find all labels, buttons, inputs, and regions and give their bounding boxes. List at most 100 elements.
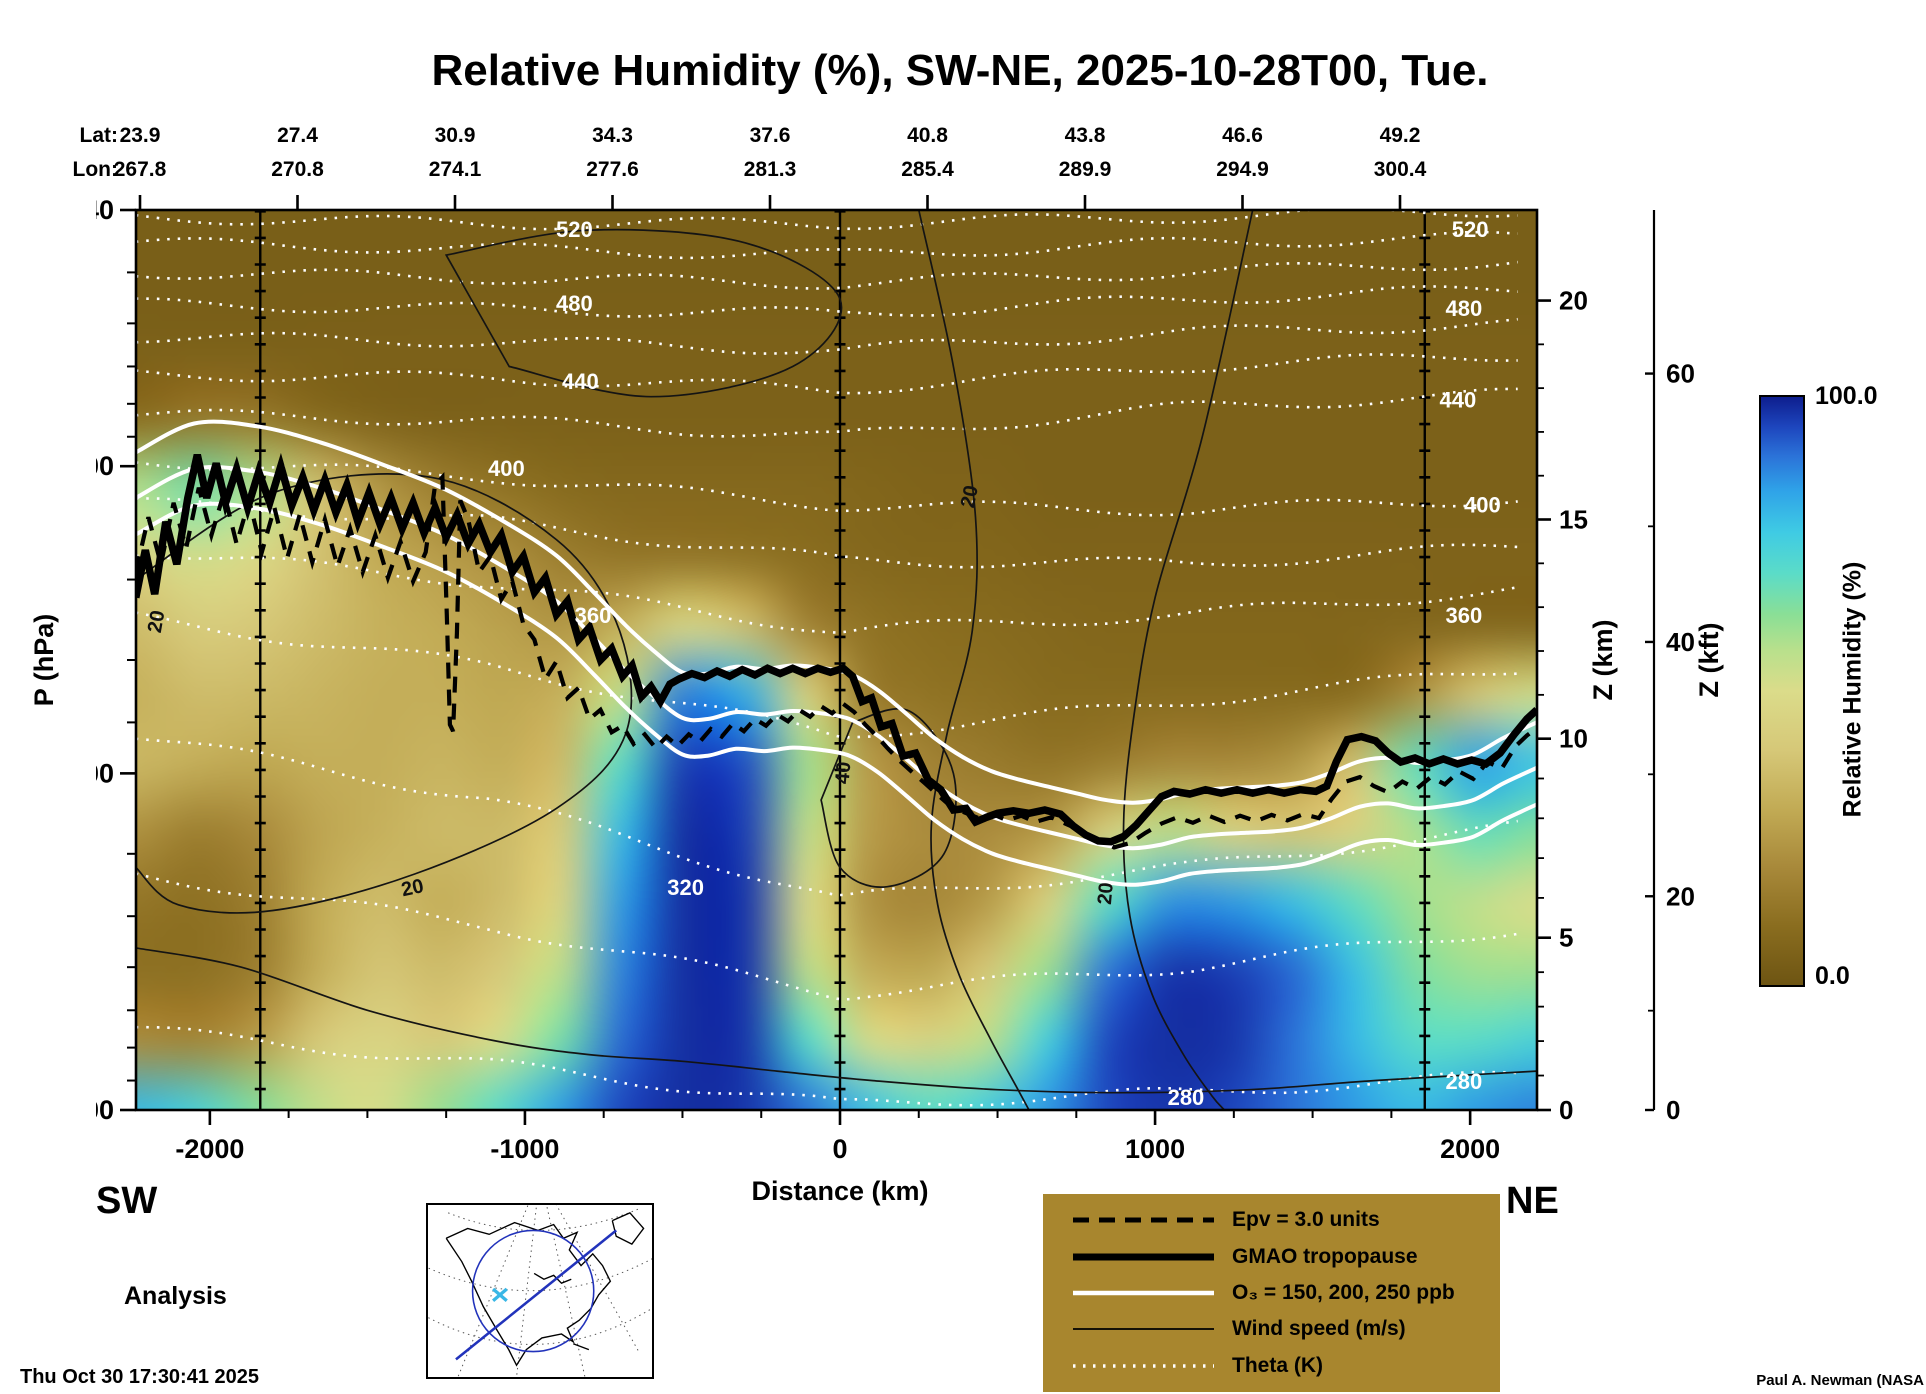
lon-value: 274.1: [428, 158, 482, 181]
theta-contour-label: 520: [1452, 217, 1489, 242]
plot-contours: 520 480 440 400 360 320 280 520 480 440 400 360 280 2…: [136, 210, 1537, 1110]
analysis-label: Analysis: [124, 1282, 227, 1310]
lon-axis-label: Lon:: [72, 158, 118, 181]
map-cross-section-line: [455, 1229, 618, 1361]
lon-value: 294.9: [1216, 158, 1269, 181]
colorbar-title: Relative Humidity (%): [1838, 561, 1867, 818]
zkm-tick-label: 0: [1559, 1095, 1573, 1125]
theta-contour: [136, 210, 1518, 231]
zkft-tick-label: 60: [1666, 359, 1695, 389]
theta-contour: [136, 461, 1518, 517]
wind-speed-contour: [1122, 210, 1254, 1110]
theta-contour: [136, 737, 1518, 897]
chart-title: Relative Humidity (%), SW-NE, 2025-10-28…: [431, 46, 1489, 95]
lat-value: 27.4: [277, 124, 318, 147]
legend-label-theta: Theta (K): [1232, 1353, 1323, 1377]
pressure-tick-label: 1000: [96, 1095, 114, 1125]
lat-value: 30.9: [434, 124, 476, 147]
ne-endpoint-label: NE: [1506, 1180, 1559, 1222]
zkft-axis-title: Z (kft): [1694, 623, 1724, 698]
wind-speed-contour: [917, 210, 1030, 1110]
lon-value: 270.8: [271, 158, 324, 181]
lon-value: 300.4: [1373, 158, 1427, 181]
theta-contour-label: 360: [575, 603, 612, 628]
lon-value: 281.3: [743, 158, 797, 181]
map-circle: [471, 1229, 595, 1353]
lon-value: 289.9: [1058, 158, 1112, 181]
wind-contour-label: 40: [832, 761, 856, 785]
theta-contour: [136, 554, 1518, 634]
map-x-marker: [492, 1287, 508, 1303]
wind-speed-contour: [444, 228, 843, 398]
theta-contour: [136, 260, 1518, 290]
lat-value: 46.6: [1222, 124, 1263, 147]
distance-axis-title: Distance (km): [751, 1176, 929, 1206]
theta-contour-label: 440: [562, 369, 599, 394]
legend-item-tropopause: GMAO tropopause: [1043, 1244, 1500, 1270]
theta-contour: [136, 230, 1518, 260]
theta-contour: [136, 611, 1518, 739]
timestamp: Thu Oct 30 17:30:41 2025: [20, 1366, 260, 1388]
lat-value: 37.6: [749, 124, 791, 147]
theta-contour-label: 440: [1439, 387, 1476, 412]
rh-field-canvas: [136, 210, 1537, 1110]
ozone-contour: [136, 465, 1537, 851]
lon-value: 267.8: [113, 158, 167, 181]
legend: Epv = 3.0 units GMAO tropopause O₃ = 150…: [1043, 1194, 1500, 1392]
legend-label-ozone: O₃ = 150, 200, 250 ppb: [1232, 1280, 1455, 1304]
pressure-axis-title: P (hPa): [29, 613, 59, 707]
theta-contour: [136, 317, 1518, 355]
distance-tick-label: 1000: [1125, 1134, 1185, 1164]
lat-axis-label: Lat:: [79, 124, 119, 147]
theta-contour: [136, 387, 1518, 438]
epv-line-sample: [1073, 1217, 1214, 1223]
theta-contour: [136, 353, 1518, 395]
epv-contour: [136, 472, 1537, 850]
inset-map: [426, 1203, 654, 1379]
wind-contour-label: 20: [957, 483, 983, 509]
theta-contour-label: 360: [1445, 603, 1482, 628]
zkft-tick-label: 20: [1666, 881, 1695, 911]
sw-endpoint-label: SW: [96, 1180, 158, 1222]
wind-contour-label: 20: [399, 875, 425, 901]
lon-value: 277.6: [586, 158, 639, 181]
theta-contour-label: 480: [556, 291, 593, 316]
wind-contour-label: 20: [1094, 882, 1118, 906]
legend-label-epv: Epv = 3.0 units: [1232, 1208, 1380, 1232]
ozone-contour: [136, 501, 1537, 887]
wind-line-sample: [1073, 1328, 1214, 1331]
distance-tick-label: 0: [832, 1134, 847, 1164]
colorbar: [1759, 395, 1805, 987]
legend-label-tropopause: GMAO tropopause: [1232, 1244, 1418, 1268]
plot-overlay: 5204804404003603202805204804404003602802…: [96, 195, 1724, 1164]
zkm-tick-label: 5: [1559, 923, 1573, 953]
wind-speed-contour: [136, 473, 633, 914]
pressure-tick-label: 40: [96, 195, 114, 225]
legend-item-ozone: O₃ = 150, 200, 250 ppb: [1043, 1280, 1500, 1306]
legend-item-epv: Epv = 3.0 units: [1043, 1207, 1500, 1233]
zkft-tick-label: 0: [1666, 1095, 1680, 1125]
pressure-tick-label: 100: [96, 451, 114, 481]
theta-contour-label: 520: [556, 217, 593, 242]
credit: Paul A. Newman (NASA: [1756, 1372, 1924, 1389]
distance-tick-label: -1000: [490, 1134, 559, 1164]
lat-value: 49.2: [1379, 124, 1421, 147]
lat-value: 40.8: [907, 124, 948, 147]
theta-contour-label: 400: [488, 456, 525, 481]
lat-value: 23.9: [119, 124, 161, 147]
theta-contour: [136, 1025, 1518, 1107]
wind-contour-label: 20: [144, 609, 170, 635]
gmao-tropopause-line: [136, 452, 1537, 846]
map-coastline: [445, 1211, 645, 1367]
theta-contour-label: 480: [1445, 296, 1482, 321]
theta-contour-label: 280: [1168, 1085, 1205, 1110]
theta-line-sample: [1073, 1364, 1214, 1368]
distance-tick-label: -2000: [175, 1134, 244, 1164]
ozone-contour: [136, 419, 1537, 805]
zkm-axis-title: Z (km): [1588, 620, 1618, 701]
legend-item-wind: Wind speed (m/s): [1043, 1316, 1500, 1342]
zkft-tick-label: 40: [1666, 627, 1695, 657]
legend-item-theta: Theta (K): [1043, 1353, 1500, 1379]
wind-speed-contour: [820, 708, 957, 888]
